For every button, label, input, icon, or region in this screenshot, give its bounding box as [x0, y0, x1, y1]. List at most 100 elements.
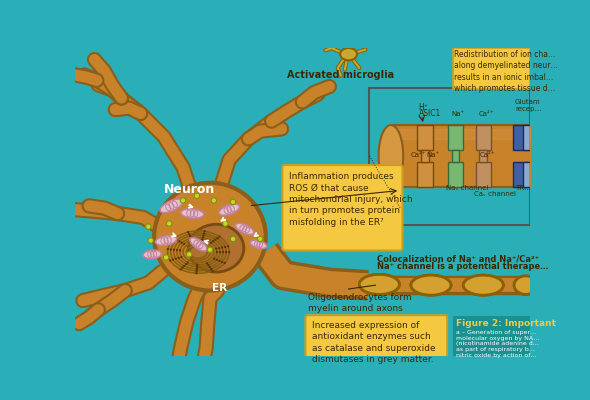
Bar	[448, 162, 463, 186]
Bar	[476, 125, 491, 150]
Ellipse shape	[235, 223, 254, 235]
Ellipse shape	[178, 240, 181, 242]
Ellipse shape	[195, 272, 198, 274]
Ellipse shape	[202, 234, 205, 237]
Ellipse shape	[227, 245, 230, 248]
Ellipse shape	[194, 193, 199, 198]
Ellipse shape	[188, 233, 191, 235]
FancyBboxPatch shape	[283, 165, 402, 250]
Ellipse shape	[257, 236, 263, 242]
Ellipse shape	[210, 268, 212, 270]
Ellipse shape	[250, 240, 267, 249]
Text: Ca²⁺: Ca²⁺	[478, 111, 494, 117]
Ellipse shape	[206, 262, 208, 264]
Bar	[453, 316, 530, 356]
Text: Oligodendrocytes form
myelin around axons: Oligodendrocytes form myelin around axon…	[308, 293, 411, 313]
Ellipse shape	[183, 265, 185, 267]
Bar	[452, 150, 460, 162]
Ellipse shape	[211, 270, 214, 272]
Ellipse shape	[359, 274, 399, 294]
Ellipse shape	[167, 248, 169, 250]
Bar	[513, 125, 529, 150]
Ellipse shape	[463, 275, 503, 295]
Ellipse shape	[143, 250, 162, 259]
Bar	[523, 162, 529, 186]
Text: Caᵥ channel: Caᵥ channel	[474, 191, 516, 197]
Text: Ca²⁺: Ca²⁺	[480, 152, 495, 158]
Ellipse shape	[411, 275, 451, 295]
Text: a – Generation of super…
molecular oxygen by NA…
(nicotinamide adenine d…
as par: a – Generation of super… molecular oxyge…	[455, 330, 539, 358]
Ellipse shape	[170, 248, 172, 251]
Ellipse shape	[179, 249, 181, 252]
Ellipse shape	[201, 238, 204, 241]
Ellipse shape	[196, 266, 198, 268]
Text: Ca²⁺: Ca²⁺	[411, 152, 427, 158]
Text: Colocalization of Na⁺ and Na⁺/Ca²⁺: Colocalization of Na⁺ and Na⁺/Ca²⁺	[377, 254, 539, 263]
Ellipse shape	[173, 248, 175, 251]
Text: TR…: TR…	[515, 185, 531, 191]
Text: Neuron: Neuron	[163, 183, 215, 196]
Ellipse shape	[186, 252, 192, 257]
Ellipse shape	[172, 258, 174, 261]
Ellipse shape	[216, 251, 218, 253]
Ellipse shape	[155, 236, 177, 246]
Text: Na⁺ channel is a potential therape…: Na⁺ channel is a potential therape…	[377, 262, 549, 271]
Bar	[448, 125, 463, 150]
Ellipse shape	[178, 257, 180, 259]
Ellipse shape	[181, 256, 183, 258]
Ellipse shape	[222, 221, 228, 226]
Ellipse shape	[181, 209, 204, 218]
Ellipse shape	[175, 258, 177, 260]
Ellipse shape	[218, 236, 221, 238]
Ellipse shape	[185, 263, 187, 265]
Ellipse shape	[379, 125, 403, 186]
Ellipse shape	[212, 240, 214, 242]
Text: Na⁺: Na⁺	[451, 111, 464, 117]
Ellipse shape	[219, 251, 221, 253]
Ellipse shape	[224, 246, 227, 248]
Ellipse shape	[169, 259, 171, 262]
Text: Figure 2: Important: Figure 2: Important	[455, 319, 556, 328]
Ellipse shape	[204, 230, 206, 232]
Ellipse shape	[215, 248, 217, 250]
Ellipse shape	[146, 224, 151, 229]
Ellipse shape	[221, 261, 223, 263]
Ellipse shape	[228, 251, 230, 253]
Ellipse shape	[163, 255, 169, 260]
Ellipse shape	[202, 236, 204, 239]
Bar	[480, 150, 487, 162]
Ellipse shape	[196, 264, 198, 266]
Ellipse shape	[211, 198, 217, 203]
Ellipse shape	[359, 274, 399, 294]
Text: H⁺: H⁺	[419, 103, 428, 112]
Ellipse shape	[173, 238, 176, 240]
FancyBboxPatch shape	[306, 315, 447, 360]
Bar	[369, 88, 530, 225]
Ellipse shape	[218, 260, 221, 262]
Ellipse shape	[463, 275, 503, 295]
Text: Redistribution of ion cha…
along demyelinated neur…
results in an ionic imbal…
w: Redistribution of ion cha… along demyeli…	[454, 50, 558, 93]
Ellipse shape	[181, 242, 183, 244]
Ellipse shape	[179, 268, 182, 270]
Ellipse shape	[216, 258, 218, 261]
Text: ER: ER	[212, 283, 228, 293]
Ellipse shape	[196, 268, 198, 270]
Ellipse shape	[160, 199, 183, 213]
Ellipse shape	[411, 275, 451, 295]
Ellipse shape	[195, 270, 198, 272]
Ellipse shape	[207, 264, 209, 266]
Ellipse shape	[190, 238, 207, 251]
Ellipse shape	[225, 251, 227, 253]
Ellipse shape	[190, 237, 192, 239]
Ellipse shape	[210, 242, 212, 244]
Ellipse shape	[154, 183, 266, 290]
Ellipse shape	[221, 246, 223, 249]
Ellipse shape	[176, 249, 178, 251]
Ellipse shape	[218, 247, 220, 249]
Ellipse shape	[148, 238, 153, 243]
Ellipse shape	[230, 236, 236, 242]
Bar	[523, 125, 529, 150]
Ellipse shape	[219, 204, 240, 215]
Ellipse shape	[216, 237, 218, 239]
Ellipse shape	[191, 239, 194, 241]
